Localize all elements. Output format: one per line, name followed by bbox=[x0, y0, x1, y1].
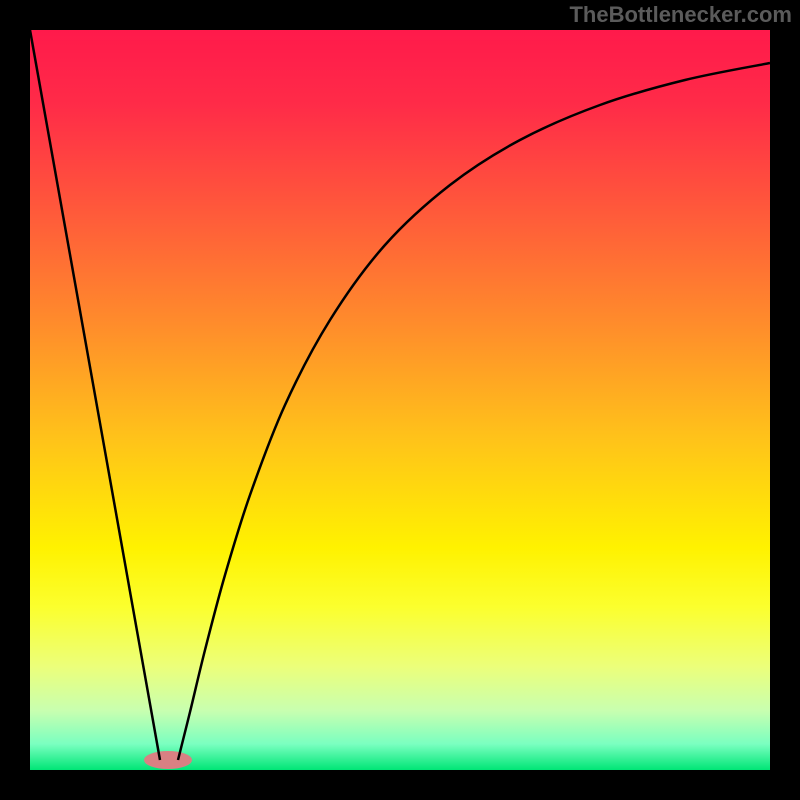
watermark-text: TheBottlenecker.com bbox=[569, 2, 792, 28]
optimum-marker bbox=[144, 751, 192, 769]
chart-container: { "watermark": { "text": "TheBottlenecke… bbox=[0, 0, 800, 800]
bottleneck-chart bbox=[0, 0, 800, 800]
